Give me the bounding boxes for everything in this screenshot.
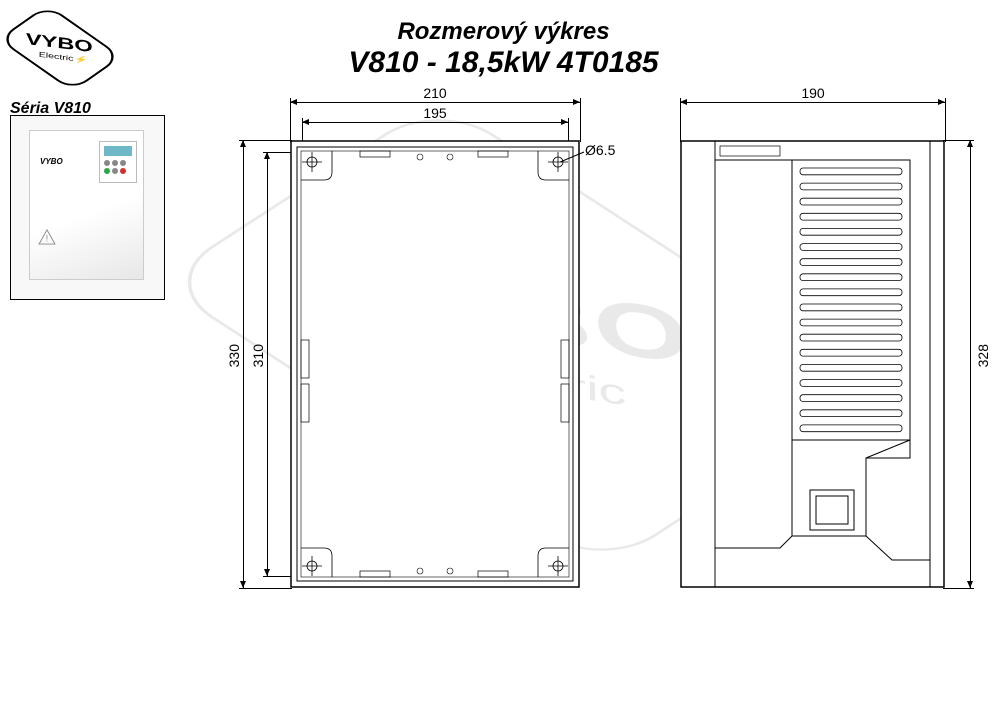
dim-line-width-210 (290, 102, 580, 103)
technical-drawing: 210 195 330 310 (225, 110, 987, 679)
dim-line-width-195 (302, 122, 568, 123)
dim-depth-190: 190 (793, 85, 833, 101)
front-view (290, 140, 580, 588)
side-view (680, 140, 945, 588)
title-line1: Rozmerový výkres (0, 18, 1007, 46)
dim-height-310: 310 (250, 344, 266, 367)
dim-width-210: 210 (415, 85, 455, 101)
hole-leader (560, 150, 590, 170)
title-line2: V810 - 18,5kW 4T0185 (0, 46, 1007, 80)
product-photo: VYBO ! (10, 115, 165, 300)
dim-line-depth-190 (680, 102, 945, 103)
dim-width-195: 195 (415, 105, 455, 121)
title-block: Rozmerový výkres V810 - 18,5kW 4T0185 (0, 18, 1007, 80)
dim-height-328: 328 (975, 344, 991, 367)
dim-line-height-330 (243, 140, 244, 588)
svg-text:!: ! (46, 233, 48, 243)
dim-height-330: 330 (226, 344, 242, 367)
dim-line-height-328 (970, 140, 971, 588)
dim-line-height-310 (267, 152, 268, 576)
